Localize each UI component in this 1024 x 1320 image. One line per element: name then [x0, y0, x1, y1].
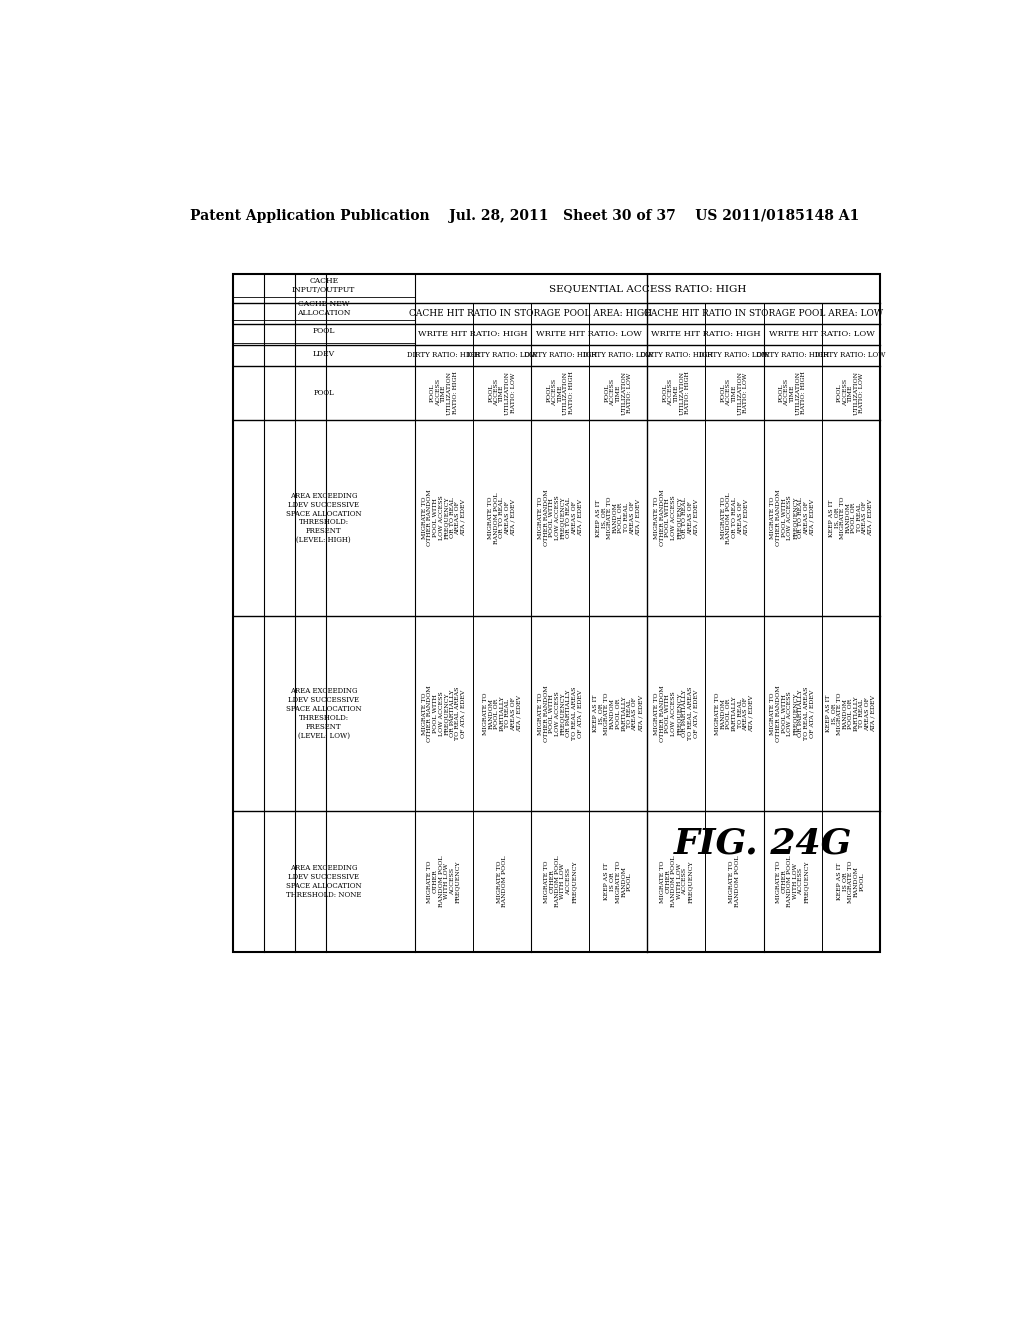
Text: MIGRATE TO
OTHER RANDOM
POOL WITH
LOW ACCESS
FREQUENCY
OR PARTIALLY
TO REAL AREA: MIGRATE TO OTHER RANDOM POOL WITH LOW AC…	[770, 685, 815, 742]
Text: CACHE HIT RATIO IN STORAGE POOL AREA: HIGH: CACHE HIT RATIO IN STORAGE POOL AREA: HI…	[410, 309, 652, 318]
Text: CACHE HIT RATIO IN STORAGE POOL AREA: LOW: CACHE HIT RATIO IN STORAGE POOL AREA: LO…	[644, 309, 883, 318]
Text: MIGRATE TO
OTHER RANDOM
POOL WITH
LOW ACCESS
FREQUENCY
OR TO REAL
AREAS OF
ATA /: MIGRATE TO OTHER RANDOM POOL WITH LOW AC…	[538, 490, 583, 546]
Text: POOL: POOL	[313, 389, 334, 397]
Text: MIGRATE TO
OTHER
RANDOM POOL
WITH LOW
ACCESS
FREQUENCY: MIGRATE TO OTHER RANDOM POOL WITH LOW AC…	[427, 855, 461, 907]
Text: DIRTY RATIO: HIGH: DIRTY RATIO: HIGH	[756, 351, 829, 359]
Text: WRITE HIT RATIO: HIGH: WRITE HIT RATIO: HIGH	[418, 330, 527, 338]
Text: SEQUENTIAL ACCESS RATIO: HIGH: SEQUENTIAL ACCESS RATIO: HIGH	[549, 284, 745, 293]
Text: DIRTY RATIO: LOW: DIRTY RATIO: LOW	[815, 351, 886, 359]
Text: MIGRATE TO
RANDOM POOL: MIGRATE TO RANDOM POOL	[729, 855, 739, 907]
Text: KEEP AS IT
IS, OR
MIGRATE TO
RANDOM
POOL OR
PARTIALLY
TO REAL
AREAS OF
ATA / EDE: KEEP AS IT IS, OR MIGRATE TO RANDOM POOL…	[825, 692, 876, 735]
Text: MIGRATE TO
RANDOM
POOL OR
PARTIALLY
TO REAL
AREAS OF
ATA / EDEV: MIGRATE TO RANDOM POOL OR PARTIALLY TO R…	[482, 692, 521, 735]
Text: AREA EXCEEDING
LDEV SUCCESSIVE
SPACE ALLOCATION
THRESHOLD:
PRESENT
(LEVEL: LOW): AREA EXCEEDING LDEV SUCCESSIVE SPACE ALL…	[286, 688, 361, 739]
Text: MIGRATE TO
OTHER
RANDOM POOL
WITH LOW
ACCESS
FREQUENCY: MIGRATE TO OTHER RANDOM POOL WITH LOW AC…	[659, 855, 693, 907]
Text: KEEP AS IT
IS, OR
MIGRATE TO
RANDOM
POOL OR
TO REAL
AREAS OF
ATA / EDEV: KEEP AS IT IS, OR MIGRATE TO RANDOM POOL…	[596, 496, 640, 540]
Text: POOL
ACCESS
TIME
UTILIZATION
RATIO: HIGH: POOL ACCESS TIME UTILIZATION RATIO: HIGH	[430, 371, 458, 414]
Text: DIRTY RATIO: HIGH: DIRTY RATIO: HIGH	[640, 351, 713, 359]
Text: LDEV: LDEV	[312, 350, 335, 358]
Text: MIGRATE TO
OTHER RANDOM
POOL WITH
LOW ACCESS
FREQUENCY
OR PARTIALLY
TO REAL AREA: MIGRATE TO OTHER RANDOM POOL WITH LOW AC…	[654, 685, 698, 742]
Text: KEEP AS IT
IS OR
MIGRATE TO
RANDOM
POOL: KEEP AS IT IS OR MIGRATE TO RANDOM POOL	[604, 861, 632, 903]
Text: MIGRATE TO
OTHER RANDOM
POOL WITH
LOW ACCESS
FREQUENCY
OR TO REAL
AREAS OF
ATA /: MIGRATE TO OTHER RANDOM POOL WITH LOW AC…	[770, 490, 815, 546]
Text: POOL
ACCESS
TIME
UTILIZATION
RATIO: HIGH: POOL ACCESS TIME UTILIZATION RATIO: HIGH	[663, 371, 690, 414]
Text: MIGRATE TO
OTHER RANDOM
POOL WITH
LOW ACCESS
FREQUENCY
OR PARTIALLY
TO REAL AREA: MIGRATE TO OTHER RANDOM POOL WITH LOW AC…	[538, 685, 583, 742]
Text: POOL: POOL	[312, 327, 335, 335]
Text: AREA EXCEEDING
LDEV SUCCESSIVE
SPACE ALLOCATION
THRESHOLD:
PRESENT
(LEVEL: HIGH): AREA EXCEEDING LDEV SUCCESSIVE SPACE ALL…	[286, 492, 361, 544]
Text: KEEP AS IT
IS, OR
MIGRATE TO
RANDOM
POOL OR
TO REAL
AREAS OF
ATA / EDEV: KEEP AS IT IS, OR MIGRATE TO RANDOM POOL…	[828, 496, 872, 540]
Text: POOL
ACCESS
TIME
UTILIZATION
RATIO: LOW: POOL ACCESS TIME UTILIZATION RATIO: LOW	[721, 371, 749, 414]
Text: MIGRATE TO
RANDOM POOL: MIGRATE TO RANDOM POOL	[497, 855, 507, 907]
Text: AREA EXCEEDING
LDEV SUCCESSIVE
SPACE ALLOCATION
THRESHOLD: NONE: AREA EXCEEDING LDEV SUCCESSIVE SPACE ALL…	[286, 865, 361, 899]
Text: POOL
ACCESS
TIME
UTILIZATION
RATIO: HIGH: POOL ACCESS TIME UTILIZATION RATIO: HIGH	[547, 371, 573, 414]
Text: CACHE NEW
ALLOCATION: CACHE NEW ALLOCATION	[297, 300, 350, 317]
Text: MIGRATE TO
OTHER RANDOM
POOL WITH
LOW ACCESS
FREQUENCY
OR PARTIALLY
TO REAL AREA: MIGRATE TO OTHER RANDOM POOL WITH LOW AC…	[422, 685, 466, 742]
Text: MIGRATE TO
RANDOM POOL
OR TO REAL
AREAS OF
ATA / EDEV: MIGRATE TO RANDOM POOL OR TO REAL AREAS …	[488, 492, 516, 544]
Text: DIRTY RATIO: LOW: DIRTY RATIO: LOW	[699, 351, 770, 359]
Text: MIGRATE TO
OTHER RANDOM
POOL WITH
LOW ACCESS
FREQUENCY
OR TO REAL
AREAS OF
ATA /: MIGRATE TO OTHER RANDOM POOL WITH LOW AC…	[422, 490, 466, 546]
Text: DIRTY RATIO: HIGH: DIRTY RATIO: HIGH	[523, 351, 597, 359]
Text: MIGRATE TO
OTHER
RANDOM POOL
WITH LOW
ACCESS
FREQUENCY: MIGRATE TO OTHER RANDOM POOL WITH LOW AC…	[544, 855, 577, 907]
Text: DIRTY RATIO: LOW: DIRTY RATIO: LOW	[583, 351, 653, 359]
Text: MIGRATE TO
OTHER
RANDOM POOL
WITH LOW
ACCESS
FREQUENCY: MIGRATE TO OTHER RANDOM POOL WITH LOW AC…	[776, 855, 809, 907]
Text: MIGRATE TO
RANDOM
POOL OR
PARTIALLY
TO REAL
AREAS OF
ATA / EDEV: MIGRATE TO RANDOM POOL OR PARTIALLY TO R…	[715, 692, 754, 735]
Text: WRITE HIT RATIO: HIGH: WRITE HIT RATIO: HIGH	[650, 330, 760, 338]
Text: MIGRATE TO
RANDOM POOL
OR TO REAL
AREAS OF
ATA / EDEV: MIGRATE TO RANDOM POOL OR TO REAL AREAS …	[721, 492, 749, 544]
Text: DIRTY RATIO: HIGH: DIRTY RATIO: HIGH	[408, 351, 480, 359]
Text: MIGRATE TO
OTHER RANDOM
POOL WITH
LOW ACCESS
FREQUENCY
OR TO REAL
AREAS OF
ATA /: MIGRATE TO OTHER RANDOM POOL WITH LOW AC…	[654, 490, 698, 546]
Text: KEEP AS IT
IS, OR
MIGRATE TO
RANDOM
POOL OR
PARTIALLY
TO REAL
AREAS OF
ATA / EDE: KEEP AS IT IS, OR MIGRATE TO RANDOM POOL…	[593, 692, 643, 735]
Text: Patent Application Publication    Jul. 28, 2011   Sheet 30 of 37    US 2011/0185: Patent Application Publication Jul. 28, …	[190, 209, 859, 223]
Text: POOL
ACCESS
TIME
UTILIZATION
RATIO: LOW: POOL ACCESS TIME UTILIZATION RATIO: LOW	[488, 371, 516, 414]
Text: WRITE HIT RATIO: LOW: WRITE HIT RATIO: LOW	[769, 330, 874, 338]
Bar	[232, 275, 880, 952]
Text: POOL
ACCESS
TIME
UTILIZATION
RATIO: HIGH: POOL ACCESS TIME UTILIZATION RATIO: HIGH	[779, 371, 806, 414]
Text: POOL
ACCESS
TIME
UTILIZATION
RATIO: LOW: POOL ACCESS TIME UTILIZATION RATIO: LOW	[837, 371, 864, 414]
Text: WRITE HIT RATIO: LOW: WRITE HIT RATIO: LOW	[537, 330, 642, 338]
Text: POOL
ACCESS
TIME
UTILIZATION
RATIO: LOW: POOL ACCESS TIME UTILIZATION RATIO: LOW	[604, 371, 632, 414]
Text: FIG. 24G: FIG. 24G	[674, 826, 853, 861]
Text: DIRTY RATIO: LOW: DIRTY RATIO: LOW	[467, 351, 538, 359]
Text: CACHE
INPUT/OUTPUT: CACHE INPUT/OUTPUT	[292, 277, 355, 294]
Text: KEEP AS IT
IS OR
MIGRATE TO
RANDOM
POOL: KEEP AS IT IS OR MIGRATE TO RANDOM POOL	[837, 861, 864, 903]
